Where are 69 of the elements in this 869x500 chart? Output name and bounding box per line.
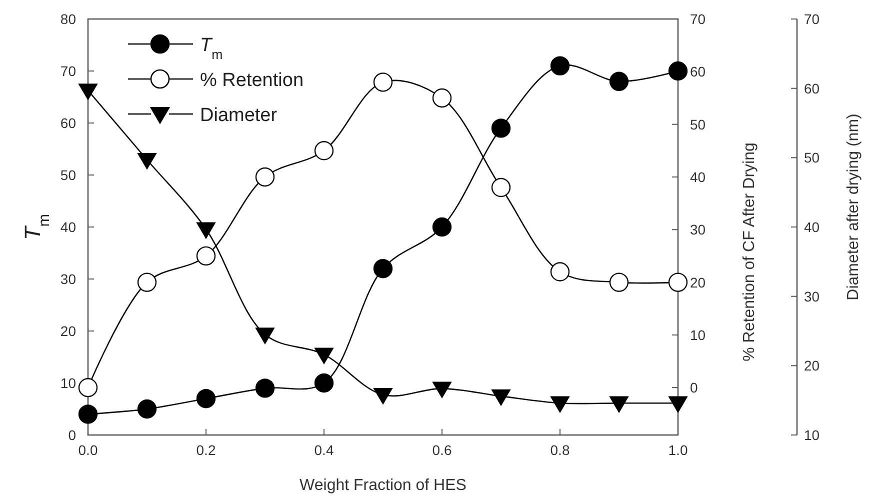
y3-axis-title: Diameter after drying (nm) <box>845 114 862 300</box>
y3-tick-label: 60 <box>804 80 820 96</box>
y-tick-label: 30 <box>60 271 76 287</box>
point <box>610 396 628 413</box>
point <box>256 328 274 344</box>
point <box>78 404 98 424</box>
point <box>196 222 216 239</box>
point <box>78 378 98 398</box>
point <box>609 272 629 292</box>
y-tick-label: 20 <box>60 323 76 339</box>
x-tick-label: 0.4 <box>314 442 334 458</box>
legend-label: T$_{m}$ <box>200 35 223 62</box>
point <box>137 272 157 292</box>
point <box>491 118 511 138</box>
point <box>609 72 629 91</box>
point <box>668 272 688 292</box>
y-tick-label: 60 <box>60 115 76 131</box>
point <box>432 88 452 108</box>
point <box>491 178 511 198</box>
y2-tick-label: 70 <box>690 11 706 27</box>
legend-label: Diameter <box>200 105 278 126</box>
point <box>550 262 570 282</box>
x-tick-label: 0.2 <box>196 442 216 458</box>
point <box>314 373 334 393</box>
point <box>314 348 334 364</box>
point <box>78 84 98 100</box>
y-tick-label: 70 <box>60 63 76 79</box>
y2-tick-label: 50 <box>690 116 706 132</box>
x-tick-label: 1.0 <box>668 442 688 458</box>
x-tick-label: 0.0 <box>78 442 98 458</box>
point <box>374 388 392 404</box>
y-tick-label: 0 <box>68 427 76 443</box>
y2-tick-label: 0 <box>690 380 698 396</box>
y-tick-label: 50 <box>60 167 76 183</box>
y2-tick-label: 60 <box>690 64 706 80</box>
y3-tick-label: 40 <box>804 219 820 235</box>
y3-tick-label: 20 <box>804 358 820 374</box>
y2-tick-label: 10 <box>690 326 706 343</box>
point <box>196 389 216 408</box>
y2-tick-label: 20 <box>690 274 706 290</box>
point <box>668 61 688 81</box>
point <box>255 167 275 187</box>
y2-tick-label: 30 <box>690 222 706 238</box>
x-tick-label: 0.8 <box>550 442 570 458</box>
y-tick-label: 40 <box>60 219 76 235</box>
y2-tick-label: 40 <box>690 168 706 185</box>
y-tick-label: 10 <box>60 375 76 391</box>
point <box>373 259 393 278</box>
point <box>668 396 688 413</box>
point <box>137 399 157 419</box>
y3-tick-label: 10 <box>804 427 820 443</box>
point <box>492 389 510 406</box>
point <box>314 141 334 160</box>
point <box>432 382 452 398</box>
point <box>550 396 570 413</box>
x-tick-label: 0.6 <box>432 442 452 458</box>
y3-tick-label: 30 <box>804 288 820 304</box>
point <box>432 217 452 237</box>
x-axis-title: Weight Fraction of HES <box>300 477 466 494</box>
point <box>373 72 393 92</box>
y2-axis-title: % Retention of CF After Drying <box>741 142 758 362</box>
y3-tick-label: 50 <box>804 150 820 166</box>
point <box>255 378 275 398</box>
point <box>550 56 570 76</box>
y3-tick-label: 70 <box>804 11 820 27</box>
y-tick-label: 80 <box>60 11 76 27</box>
point <box>196 246 216 266</box>
point <box>138 152 156 170</box>
legend-label: % Retention <box>200 70 304 91</box>
